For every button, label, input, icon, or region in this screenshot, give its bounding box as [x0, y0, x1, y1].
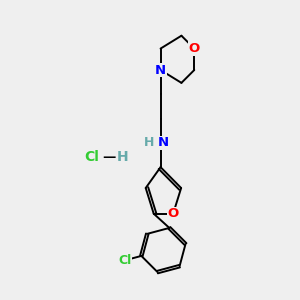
Text: Cl: Cl: [118, 254, 131, 267]
Text: O: O: [189, 42, 200, 55]
Text: N: N: [155, 64, 166, 76]
Text: N: N: [157, 136, 168, 149]
Text: —: —: [103, 151, 116, 164]
Text: H: H: [117, 150, 129, 164]
Text: H: H: [143, 136, 154, 149]
Text: Cl: Cl: [84, 150, 99, 164]
Text: O: O: [167, 207, 179, 220]
